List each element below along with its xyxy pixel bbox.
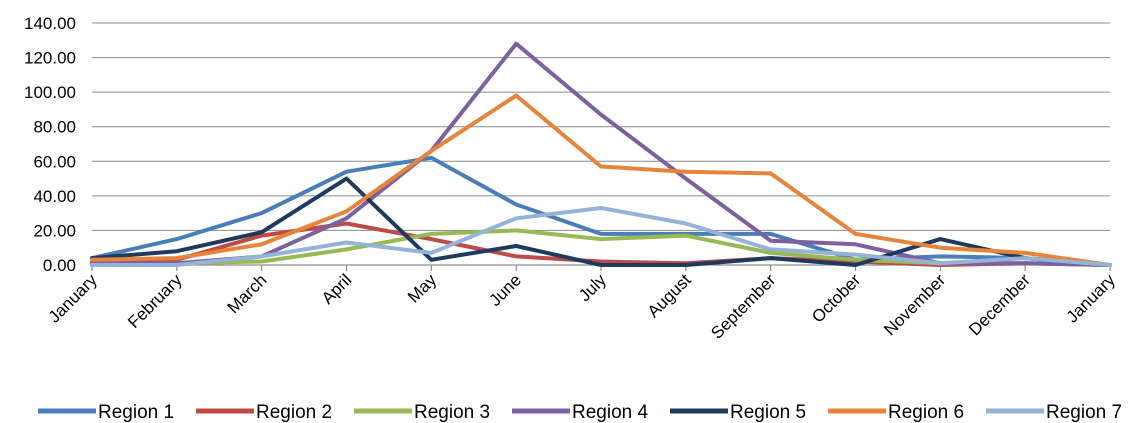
y-axis-tick-labels: 0.00 20.00 40.00 60.00 80.00 100.00 120.00 140.… bbox=[24, 14, 76, 275]
x-tick-label: May bbox=[404, 270, 440, 306]
x-tick-label: March bbox=[224, 270, 271, 317]
y-tick-label: 40.00 bbox=[33, 187, 76, 206]
y-tick-label: 100.00 bbox=[24, 83, 76, 102]
legend-label: Region 3 bbox=[414, 402, 490, 423]
x-tick-label: October bbox=[808, 270, 864, 326]
x-tick-label: November bbox=[880, 270, 949, 339]
x-tick-label: September bbox=[707, 270, 779, 342]
legend-label: Region 1 bbox=[98, 402, 174, 423]
series-line-region-1 bbox=[90, 155, 1112, 267]
series-line-region-6 bbox=[90, 93, 1112, 267]
legend-label: Region 4 bbox=[572, 402, 648, 423]
x-tick-label: June bbox=[485, 270, 525, 310]
y-tick-label: 120.00 bbox=[24, 49, 76, 68]
series-lines bbox=[90, 41, 1112, 267]
gridlines bbox=[92, 22, 1110, 266]
x-tick-label: January bbox=[45, 270, 102, 327]
legend-label: Region 5 bbox=[730, 402, 806, 423]
legend-label: Region 2 bbox=[256, 402, 332, 423]
x-tick-label: January bbox=[1063, 270, 1120, 327]
x-tick-label: April bbox=[318, 270, 355, 307]
x-axis-tick-labels: January February March April May June July Augu… bbox=[45, 265, 1120, 343]
x-tick-label: August bbox=[644, 270, 695, 321]
x-tick-label: December bbox=[965, 270, 1034, 339]
legend-label: Region 6 bbox=[888, 402, 964, 423]
y-tick-label: 140.00 bbox=[24, 14, 76, 33]
x-tick-label: February bbox=[124, 270, 186, 332]
y-tick-label: 60.00 bbox=[33, 152, 76, 171]
series-line-region-5 bbox=[90, 176, 1112, 267]
x-tick-label: July bbox=[575, 270, 610, 305]
y-tick-label: 0.00 bbox=[43, 256, 76, 275]
y-tick-label: 20.00 bbox=[33, 221, 76, 240]
legend-label: Region 7 bbox=[1046, 402, 1122, 423]
y-tick-label: 80.00 bbox=[33, 118, 76, 137]
legend: Region 1 Region 2 Region 3 Region 4 Region 5… bbox=[38, 402, 1122, 423]
series-line-region-7 bbox=[90, 206, 1112, 267]
